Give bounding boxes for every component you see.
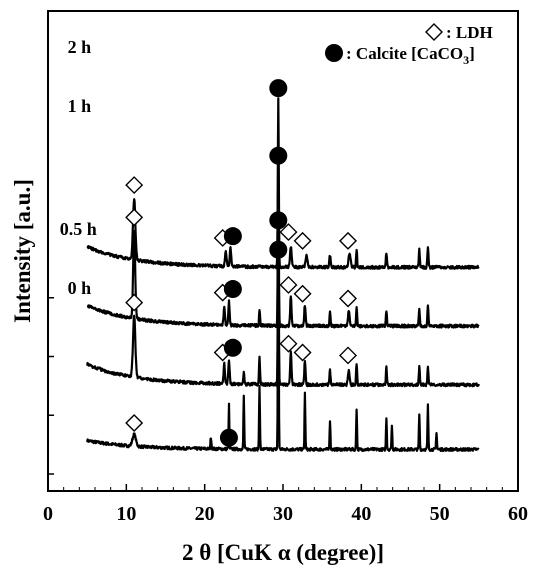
series-label: 0.5 h	[60, 219, 97, 239]
ldh-diamond-icon	[339, 231, 358, 250]
trace-0-h	[86, 230, 480, 452]
x-tick-label: 30	[273, 503, 293, 525]
series-label: 2 h	[68, 37, 92, 57]
ldh-diamond-icon	[279, 334, 298, 353]
series-labels: 2 h 1 h 0.5 h 0 h	[60, 37, 97, 298]
ldh-diamond-icon	[279, 223, 298, 242]
ldh-diamond-icon	[125, 208, 144, 227]
x-tick-label: 0	[43, 503, 53, 525]
xrd-traces	[86, 97, 480, 452]
legend: : LDH : Calcite [CaCO3]	[325, 23, 493, 67]
ldh-diamond-icon	[339, 289, 358, 308]
calcite-circle-icon	[269, 211, 288, 230]
series-label: 0 h	[68, 278, 92, 298]
x-tick-label: 10	[116, 503, 136, 525]
calcite-circle-icon	[223, 280, 242, 299]
calcite-circle-icon	[269, 146, 288, 165]
calcite-circle-icon	[269, 240, 288, 259]
ldh-diamond-icon	[339, 346, 358, 365]
x-axis-label: 2 θ [CuK α (degree)]	[182, 540, 384, 565]
trace-0-5-h	[86, 230, 480, 388]
legend-circle-icon	[325, 44, 343, 62]
trace-1-h	[86, 165, 480, 329]
ldh-diamond-icon	[125, 176, 144, 195]
calcite-circle-icon	[223, 338, 242, 357]
peak-markers	[125, 79, 358, 447]
x-tick-label: 20	[195, 503, 215, 525]
legend-diamond-icon	[425, 23, 443, 41]
calcite-circle-icon	[219, 428, 238, 447]
series-label: 1 h	[68, 96, 92, 116]
ldh-diamond-icon	[293, 284, 312, 303]
ldh-diamond-icon	[293, 343, 312, 362]
legend-ldh-label: : LDH	[446, 23, 493, 42]
ldh-diamond-icon	[125, 414, 144, 432]
x-tick-label: 50	[430, 503, 450, 525]
legend-calcite-label: : Calcite [CaCO3]	[346, 44, 475, 67]
trace-2-h	[86, 97, 480, 270]
calcite-circle-icon	[223, 227, 242, 246]
y-axis-label: Intensity [a.u.]	[10, 179, 35, 323]
x-tick-label: 60	[508, 503, 528, 525]
ldh-diamond-icon	[293, 231, 312, 250]
calcite-circle-icon	[269, 79, 288, 98]
ldh-diamond-icon	[125, 293, 144, 312]
axis-ticks: 0 10 20 30 40 50 60	[43, 297, 528, 525]
x-tick-label: 40	[351, 503, 371, 525]
ldh-diamond-icon	[279, 275, 298, 294]
